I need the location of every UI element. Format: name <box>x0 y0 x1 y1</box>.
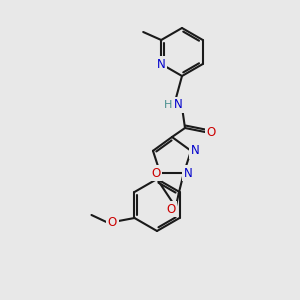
Text: O: O <box>206 125 216 139</box>
Text: N: N <box>183 167 192 180</box>
Text: N: N <box>174 98 182 112</box>
Text: O: O <box>166 203 176 216</box>
Text: O: O <box>108 217 117 230</box>
Text: H: H <box>164 100 172 110</box>
Text: O: O <box>152 167 161 180</box>
Text: N: N <box>157 58 166 70</box>
Text: N: N <box>190 144 200 157</box>
